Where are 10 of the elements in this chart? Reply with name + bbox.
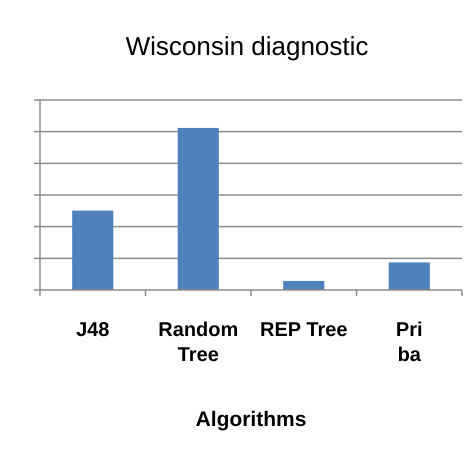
x-axis-title: Algorithms bbox=[196, 408, 306, 431]
chart-title: Wisconsin diagnostic bbox=[126, 31, 368, 61]
x-tick-label: Random Tree bbox=[158, 319, 238, 366]
x-tick-label: J48 bbox=[76, 319, 110, 341]
bar bbox=[178, 128, 219, 290]
bar bbox=[283, 280, 324, 290]
bar bbox=[388, 262, 430, 290]
x-tick-label: REP Tree bbox=[260, 319, 348, 341]
bar bbox=[72, 210, 114, 290]
x-tick-label: Pri ba bbox=[396, 319, 423, 366]
